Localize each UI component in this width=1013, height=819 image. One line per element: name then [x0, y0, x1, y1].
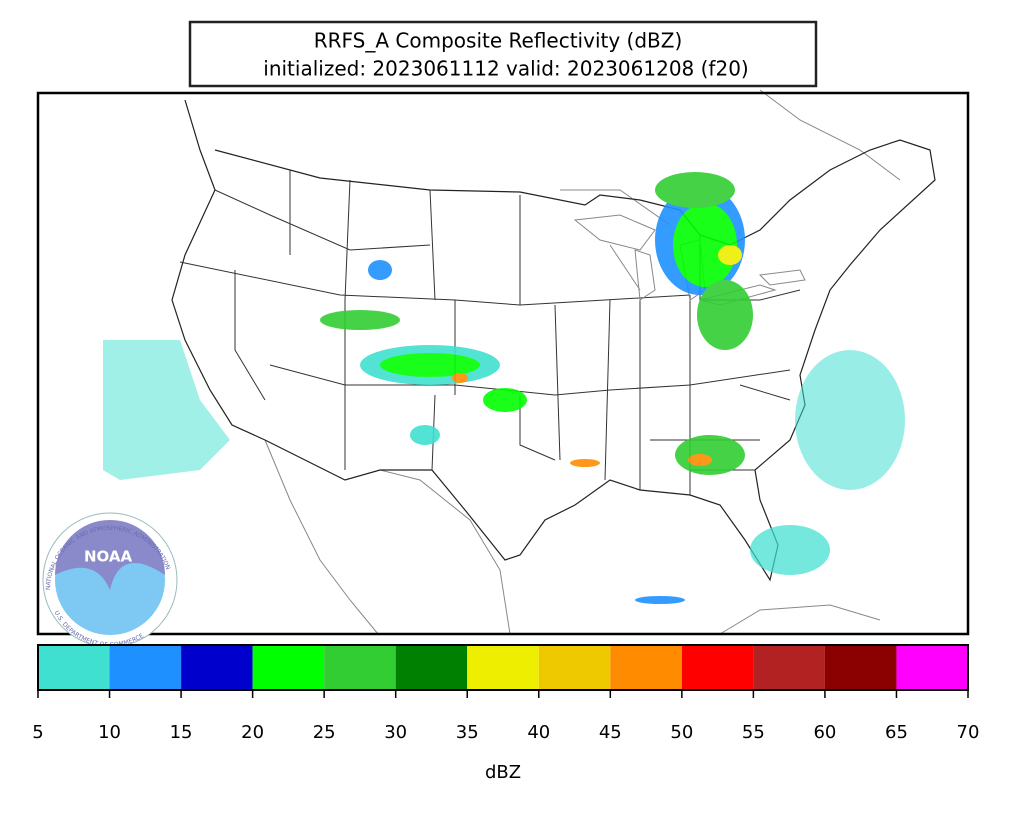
colorbar-frame	[37, 644, 969, 691]
colorbar-tick-label: 60	[813, 722, 836, 743]
colorbar-segment	[824, 645, 897, 690]
map	[36, 89, 970, 636]
noaa-logo: NOAA NATIONAL OCEANIC AND ATMOSPHERIC AD…	[42, 512, 178, 648]
colorbar-segment	[181, 645, 253, 690]
colorbar-tick-label: 35	[456, 722, 479, 743]
colorbar: 5 10 15 20 25 30 35 40 45 50 55 60 65 70	[32, 644, 980, 743]
subtitle: initialized: 2023061112 valid: 202306120…	[263, 57, 748, 81]
colorbar-label: dBZ	[485, 762, 521, 783]
map-frame	[36, 91, 970, 636]
colorbar-segment	[538, 645, 611, 690]
colorbar-segment	[753, 645, 825, 690]
colorbar-segment	[610, 645, 682, 690]
colorbar-tick-label: 10	[98, 722, 121, 743]
title-box	[188, 20, 818, 88]
colorbar-tick-label: 30	[384, 722, 407, 743]
colorbar-tick-label: 70	[957, 722, 980, 743]
title: RRFS_A Composite Reflectivity (dBZ)	[314, 29, 683, 53]
colorbar-tick-label: 25	[313, 722, 336, 743]
colorbar-tick-label: 40	[527, 722, 550, 743]
colorbar-tick-label: 55	[742, 722, 765, 743]
colorbar-tick-label: 20	[241, 722, 264, 743]
colorbar-segment	[681, 645, 754, 690]
colorbar-segment	[252, 645, 325, 690]
colorbar-tick-label: 5	[32, 722, 43, 743]
neighbour-coast	[264, 89, 901, 635]
state-lines	[179, 170, 801, 495]
reflectivity	[103, 172, 905, 604]
colorbar-tick-label: 15	[170, 722, 193, 743]
colorbar-segment	[38, 645, 110, 690]
colorbar-segment	[467, 645, 539, 690]
logo-name: NOAA	[84, 548, 133, 566]
colorbar-tick-label: 50	[670, 722, 693, 743]
colorbar-segment	[896, 645, 968, 690]
colorbar-segment	[395, 645, 468, 690]
colorbar-tick-label: 45	[599, 722, 622, 743]
colorbar-segment	[324, 645, 396, 690]
colorbar-segment	[109, 645, 182, 690]
colorbar-tick-label: 65	[885, 722, 908, 743]
